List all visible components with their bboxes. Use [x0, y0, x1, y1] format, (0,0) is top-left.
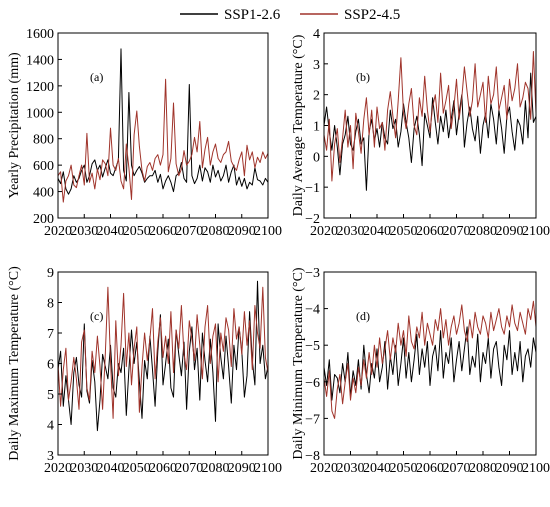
panel-a-ytick-label: 800 [33, 133, 54, 148]
panel-c-xtick-label: 2040 [97, 461, 125, 476]
panel-a-ytick-label: 600 [33, 159, 54, 174]
legend-label-ssp2: SSP2-4.5 [344, 7, 400, 23]
panel-b-xtick-label: 2070 [443, 224, 471, 239]
panel-c-xtick-label: 2020 [44, 461, 72, 476]
panel-a-xtick-label: 2080 [202, 224, 230, 239]
legend-label-ssp1: SSP1-2.6 [224, 7, 281, 23]
panel-a-ytick-label: 1200 [26, 80, 54, 95]
panel-c-xtick-label: 2050 [123, 461, 151, 476]
panel-a-frame [57, 32, 269, 219]
panel-d-frame [323, 271, 537, 456]
panel-d-ytick-label: −7 [305, 412, 320, 427]
panel-b-xtick-label: 2030 [337, 224, 365, 239]
panel-d-series-ssp1-line [324, 326, 536, 401]
panel-a-series-ssp1-line [58, 48, 268, 195]
panel-a-xtick-label: 2020 [44, 224, 72, 239]
panel-d-xtick-label: 2040 [363, 461, 391, 476]
panel-d-series-ssp2-line [324, 300, 536, 419]
panel-c-ytick-label: 5 [47, 388, 54, 403]
panel-b-ytick-label: 1 [313, 120, 320, 135]
panel-b-xtick-label: 2080 [469, 224, 497, 239]
panel-c-ytick-label: 4 [47, 419, 54, 434]
panel-c-xtick-label: 2070 [175, 461, 203, 476]
panel-b-ytick-label: 0 [313, 150, 320, 165]
panel-b-xtick-label: 2040 [363, 224, 391, 239]
panel-c-ytick-label: 7 [47, 327, 54, 342]
panel-a-ytick-label: 200 [33, 212, 54, 227]
panel-c-xtick-label: 2030 [70, 461, 98, 476]
panel-a-ytick-label: 1000 [26, 106, 54, 121]
panel-d-ytick-label: −5 [305, 339, 320, 354]
panel-d-ytick-label: −3 [305, 266, 320, 281]
panel-c-ytick-label: 3 [47, 449, 54, 464]
panel-a-xtick-label: 2070 [175, 224, 203, 239]
panel-b-ylabel: Daily Average Temperature (°C) [291, 34, 306, 216]
panel-d-ylabel: Daily Minimum Temperature (°C) [291, 267, 306, 459]
panel-a-series-ssp2-line [58, 78, 268, 203]
panel-c-xtick-label: 2060 [149, 461, 177, 476]
panel-a-xtick-label: 2100 [254, 224, 282, 239]
panel-c-series-ssp1-line [58, 280, 268, 432]
panel-b-ytick-label: −2 [305, 212, 320, 227]
legend: SSP1-2.6 SSP2-4.5 [180, 7, 400, 23]
panel-b-frame [323, 32, 537, 219]
panel-d-xtick-label: 2100 [522, 461, 550, 476]
panel-b-ytick-label: 3 [313, 58, 320, 73]
panel-a-ytick-label: 400 [33, 186, 54, 201]
panel-a-ytick-label: 1600 [26, 27, 54, 42]
panel-b-xtick-label: 2020 [310, 224, 338, 239]
panel-c-ytick-label: 9 [47, 266, 54, 281]
panel-b-xtick-label: 2050 [390, 224, 418, 239]
panel-b-tag: (b) [356, 70, 370, 84]
panel-b-series-ssp2-line [324, 51, 536, 182]
panel-c-xtick-label: 2090 [228, 461, 256, 476]
panel-d-xtick-label: 2020 [310, 461, 338, 476]
panel-c-ytick-label: 8 [47, 297, 54, 312]
panel-d-xtick-label: 2090 [496, 461, 524, 476]
panel-a-ylabel: Yearly Precipitation (mm) [7, 52, 22, 199]
panel-d-xtick-label: 2060 [416, 461, 444, 476]
panel-a-ytick-label: 1400 [26, 53, 54, 68]
panel-d-xtick-label: 2050 [390, 461, 418, 476]
panel-c-ylabel: Daily Maximum Temperature (°C) [7, 266, 22, 461]
panel-d-xtick-label: 2080 [469, 461, 497, 476]
panel-a-xtick-label: 2040 [97, 224, 125, 239]
panel-a-xtick-label: 2050 [123, 224, 151, 239]
panel-c-xtick-label: 2100 [254, 461, 282, 476]
panel-b-xtick-label: 2090 [496, 224, 524, 239]
panel-b-ytick-label: 2 [313, 89, 320, 104]
panel-a-xtick-label: 2060 [149, 224, 177, 239]
panel-b-xtick-label: 2100 [522, 224, 550, 239]
panel-c-series-ssp2-line [58, 286, 268, 419]
panel-d-xtick-label: 2030 [337, 461, 365, 476]
panel-a-xtick-label: 2030 [70, 224, 98, 239]
panel-c-ytick-label: 6 [47, 358, 54, 373]
panel-b-ytick-label: −1 [305, 181, 320, 196]
panel-a-tag: (a) [90, 70, 103, 84]
panel-d-ytick-label: −4 [305, 303, 320, 318]
panel-c-tag: (c) [90, 309, 103, 323]
panel-b-xtick-label: 2060 [416, 224, 444, 239]
panel-a-xtick-label: 2090 [228, 224, 256, 239]
panel-d-ytick-label: −6 [305, 376, 320, 391]
panel-d-xtick-label: 2070 [443, 461, 471, 476]
panel-b-ytick-label: 4 [313, 27, 320, 42]
panel-b-series-ssp1-line [324, 72, 536, 191]
panel-c-xtick-label: 2080 [202, 461, 230, 476]
panel-d-tag: (d) [356, 309, 370, 323]
panel-d-ytick-label: −8 [305, 449, 320, 464]
